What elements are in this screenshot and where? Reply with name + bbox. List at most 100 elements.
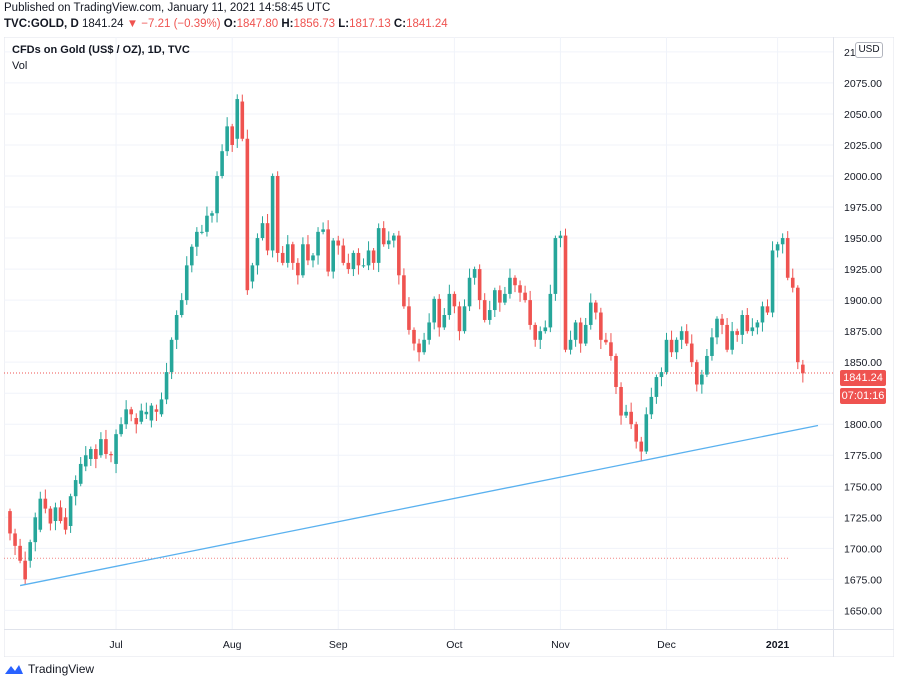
candle-down <box>341 245 346 263</box>
candle-up <box>250 265 255 282</box>
candle-up <box>538 331 543 340</box>
candle-down <box>412 329 416 344</box>
candle-up <box>89 449 93 459</box>
candle-down <box>614 355 618 387</box>
candle-down <box>457 306 462 332</box>
candle-up <box>770 250 775 313</box>
candle-up <box>588 302 593 325</box>
candle-up <box>124 409 128 425</box>
candle-down <box>518 285 522 293</box>
candle-up <box>467 277 472 307</box>
candle-up <box>200 231 204 233</box>
y-tick-label: 1975.00 <box>844 202 882 214</box>
candle-up <box>432 298 436 323</box>
candle-up <box>331 240 335 272</box>
candle-up <box>139 410 144 422</box>
candle-down <box>619 386 623 416</box>
candle-down <box>134 418 139 425</box>
currency-button[interactable]: USD <box>855 42 883 58</box>
candle-up <box>558 235 563 239</box>
candle-down <box>725 324 729 350</box>
candle-up <box>351 252 356 270</box>
candle-up <box>654 377 659 397</box>
candle-down <box>801 364 805 374</box>
candle-up <box>649 396 654 415</box>
candle-up <box>376 228 381 263</box>
candle-up <box>760 306 765 323</box>
candle-up <box>316 231 320 256</box>
high-label: H: <box>281 18 294 30</box>
y-tick-label: 1775.00 <box>844 450 882 462</box>
candle-down <box>240 101 245 139</box>
candle-up <box>543 327 548 332</box>
candle-down <box>629 411 633 425</box>
candle-down <box>513 277 517 286</box>
candle-down <box>437 298 442 328</box>
y-tick-label: 2025.00 <box>844 140 882 152</box>
candle-down <box>13 533 17 546</box>
candle-down <box>523 292 527 301</box>
candle-down <box>452 293 457 307</box>
candle-down <box>407 306 411 330</box>
y-tick-label: 1850.00 <box>844 357 882 369</box>
candle-up <box>553 238 558 294</box>
brand-label[interactable]: TradingView <box>28 662 95 676</box>
x-tick-label: Oct <box>446 639 462 651</box>
candle-down <box>381 228 386 245</box>
candle-up <box>750 327 755 332</box>
candlestick-chart[interactable]: 1650.00 1675.00 1700.00 1725.00 1750.00 1775.… <box>4 37 894 657</box>
candle-up <box>205 215 209 232</box>
candle-down <box>94 449 98 459</box>
candle-down <box>397 235 401 276</box>
candle-down <box>280 252 285 263</box>
candle-up <box>114 434 118 464</box>
countdown-tag: 07:01:16 <box>840 388 886 404</box>
candle-up <box>447 293 452 316</box>
candle-up <box>644 414 649 452</box>
x-tick-label: Jul <box>109 639 122 651</box>
footer: TradingView <box>4 662 94 676</box>
candle-down <box>43 498 48 509</box>
candle-up <box>53 507 58 522</box>
candle-up <box>33 517 38 543</box>
candle-up <box>710 337 714 356</box>
candle-up <box>422 339 426 353</box>
candle-down <box>23 560 27 580</box>
x-tick-label: Sep <box>329 639 348 651</box>
candle-up <box>679 331 684 340</box>
candle-down <box>745 315 750 332</box>
candle-down <box>18 545 22 561</box>
candle-up <box>472 269 477 278</box>
candle-up <box>99 439 103 456</box>
x-tick-label: 2021 <box>766 639 790 651</box>
published-caption: Published on TradingView.com, January 11… <box>4 2 331 14</box>
candle-down <box>609 342 613 356</box>
candle-down <box>482 300 487 320</box>
ohlc-header: TVC:GOLD, D 1841.24 ▼ −7.21 (−0.39%) O:1… <box>4 18 448 30</box>
candle-up <box>215 176 219 214</box>
candle-down <box>63 517 68 530</box>
candle-down <box>594 302 598 313</box>
candle-down <box>669 339 674 353</box>
candle-down <box>58 507 63 522</box>
candle-down <box>695 362 699 385</box>
candle-up <box>548 293 553 328</box>
candle-down <box>371 250 376 263</box>
candle-up <box>210 213 214 216</box>
candle-up <box>73 480 78 497</box>
volume-label[interactable]: Vol <box>12 60 28 72</box>
open-value: 1847.80 <box>236 18 279 30</box>
close-label: C: <box>393 18 407 30</box>
candle-up <box>285 244 290 263</box>
candle-up <box>503 293 507 303</box>
candle-down <box>765 306 770 313</box>
candle-up <box>255 238 260 266</box>
candle-down <box>296 262 300 276</box>
y-tick-label: 1950.00 <box>844 233 882 245</box>
candle-down <box>735 331 739 335</box>
y-tick-label: 2000.00 <box>844 171 882 183</box>
y-tick-label: 1800.00 <box>844 419 882 431</box>
x-tick-label: Dec <box>657 639 676 651</box>
low-value: 1817.13 <box>349 18 391 30</box>
candle-down <box>402 275 406 307</box>
